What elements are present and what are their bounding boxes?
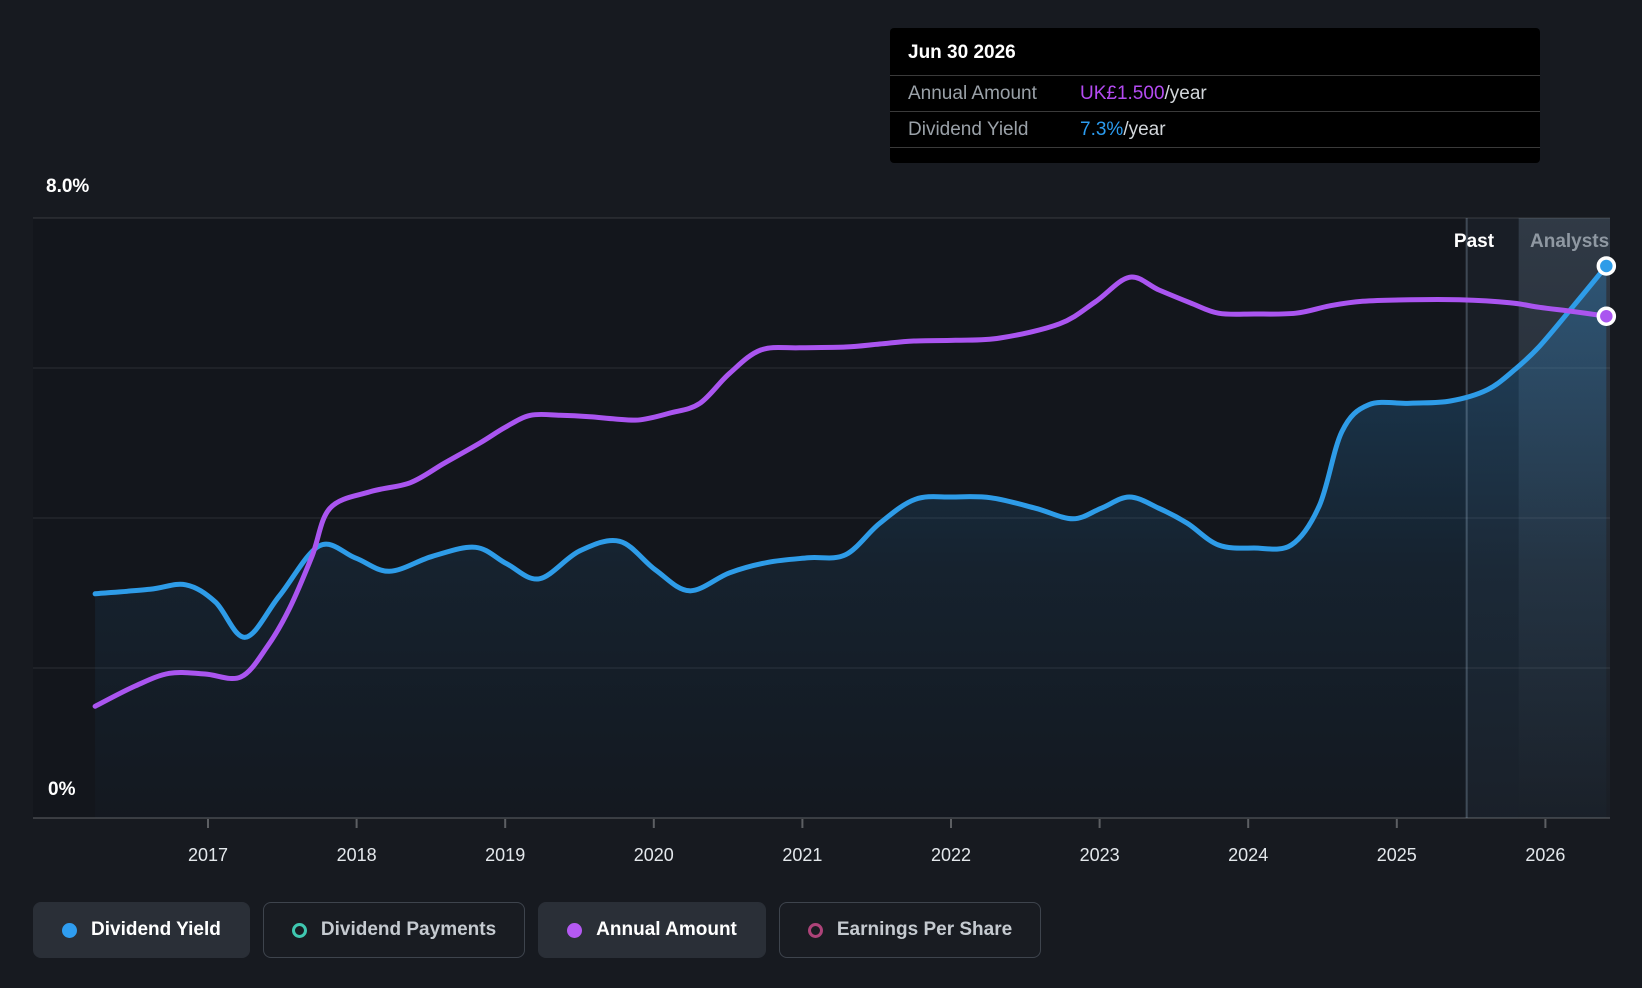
tooltip-value: UK£1.500 [1080, 82, 1165, 104]
tooltip-row-annual-amount: Annual Amount UK£1.500/year [890, 75, 1540, 111]
legend-dividend-yield-button[interactable]: Dividend Yield [33, 902, 250, 958]
annual-amount-dot-icon [567, 922, 583, 938]
dividend-yield-dot-icon [62, 922, 77, 938]
tooltip-suffix: /year [1164, 82, 1207, 104]
tooltip-date: Jun 30 2026 [908, 42, 1016, 63]
dividend-payments-ring-icon [291, 922, 307, 938]
legend-annual-amount-button[interactable]: Annual Amount [538, 902, 766, 958]
legend-label: Dividend Payments [320, 919, 497, 940]
legend-earnings-per-share-button[interactable]: Earnings Per Share [778, 902, 1042, 958]
tooltip-label: Annual Amount [908, 82, 1037, 104]
x-axis-year-label: 2022 [930, 845, 972, 865]
legend-label: Dividend Yield [91, 919, 221, 940]
y-axis-min-label: 0% [48, 779, 76, 800]
tooltip-row-dividend-yield: Dividend Yield 7.3%/year [890, 111, 1540, 147]
analysts-label: Analysts [1530, 231, 1610, 252]
earnings-per-share-ring-icon [807, 922, 823, 938]
x-axis-year-label: 2020 [633, 845, 674, 865]
x-axis-year-label: 2021 [782, 845, 823, 865]
x-axis-year-label: 2018 [336, 845, 377, 865]
chart-legend: Dividend Yield Dividend Payments Annual … [33, 902, 1042, 958]
past-label: Past [1453, 231, 1495, 252]
x-axis-year-label: 2019 [485, 845, 526, 865]
x-axis-year-label: 2024 [1228, 845, 1269, 865]
yield-area-fill [95, 266, 1607, 818]
x-axis-ticks [207, 819, 1547, 828]
tooltip-label: Dividend Yield [908, 118, 1029, 140]
x-axis-year-label: 2017 [187, 845, 229, 865]
x-axis-year-label: 2025 [1376, 845, 1417, 865]
x-axis-year-label: 2023 [1079, 845, 1120, 865]
series-end-markers [1596, 256, 1617, 326]
legend-label: Earnings Per Share [836, 919, 1013, 940]
chart-tooltip: Jun 30 2026 Annual Amount UK£1.500/year … [890, 28, 1540, 163]
analysts-label-clip: Analysts [1519, 231, 1610, 257]
tooltip-suffix: /year [1123, 118, 1166, 140]
legend-label: Annual Amount [596, 919, 737, 940]
x-axis-year-label: 2026 [1525, 845, 1566, 865]
legend-dividend-payments-button[interactable]: Dividend Payments [262, 902, 526, 958]
tooltip-value: 7.3% [1080, 118, 1124, 140]
y-axis-max-label: 8.0% [46, 176, 90, 197]
series-lines [92, 263, 1609, 709]
